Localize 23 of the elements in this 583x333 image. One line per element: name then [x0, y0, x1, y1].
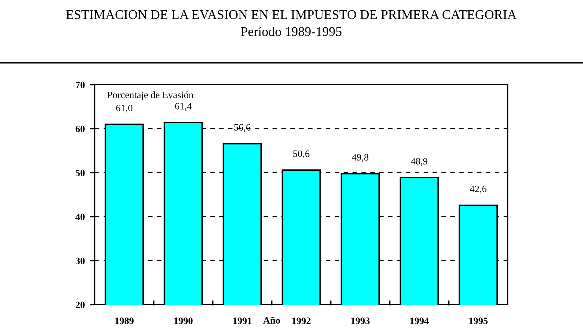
chart-subtitle: Período 1989-1995 — [241, 27, 342, 36]
y-tick-label: 20 — [76, 302, 85, 308]
x-tick-label: 1992 — [292, 318, 311, 324]
x-tick-label: 1993 — [352, 318, 370, 324]
y-tick-label: 40 — [76, 214, 85, 220]
data-label: 42,6 — [470, 186, 487, 194]
data-label: 49,8 — [352, 154, 369, 162]
y-axis-title: Porcentaje de Evasión — [108, 92, 194, 100]
x-tick-label: 1995 — [470, 318, 488, 324]
data-label: 61,4 — [175, 103, 192, 112]
data-label: 61,0 — [116, 104, 133, 113]
y-tick-label: 60 — [76, 126, 85, 132]
data-label: 48,9 — [411, 158, 428, 166]
data-label: 50,6 — [294, 150, 310, 159]
x-tick-label: 1990 — [174, 318, 193, 324]
y-tick-label: 30 — [76, 258, 85, 264]
x-tick-label: 1994 — [410, 318, 430, 324]
x-tick-label: 1991 — [234, 318, 252, 324]
x-axis-title: Año — [263, 317, 280, 324]
x-tick-label: 1989 — [116, 318, 134, 324]
y-tick-label: 50 — [76, 170, 85, 176]
y-tick-label: 70 — [76, 82, 85, 88]
chart-title: ESTIMACION DE LA EVASION EN EL IMPUESTO DE PRIMERA CATEGORIA — [66, 10, 517, 20]
